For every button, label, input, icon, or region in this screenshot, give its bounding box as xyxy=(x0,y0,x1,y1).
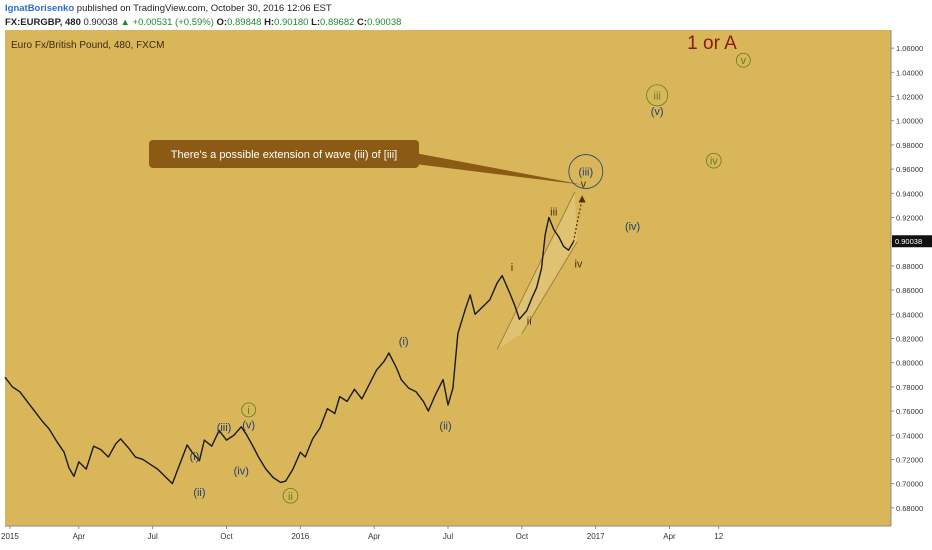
wave-label: v xyxy=(741,55,747,67)
y-tick-label: 0.86000 xyxy=(896,286,923,295)
wave-label: (iv) xyxy=(625,221,640,233)
y-tick-label: 0.92000 xyxy=(896,214,923,223)
trend-channel xyxy=(496,191,578,350)
y-tick-label: 0.72000 xyxy=(896,455,923,464)
wave-label: i xyxy=(247,405,249,417)
projection-path xyxy=(572,195,586,242)
y-tick-label: 0.98000 xyxy=(896,141,923,150)
low-value: 0.89682 xyxy=(320,17,355,28)
wave-label: (iii) xyxy=(217,422,232,434)
wave-label: iv xyxy=(574,258,582,270)
price-series xyxy=(4,216,575,485)
x-tick-label: 2016 xyxy=(291,532,309,541)
wave-label: (ii) xyxy=(193,487,205,499)
y-tick-label: 0.78000 xyxy=(896,383,923,392)
wave-label: ii xyxy=(527,315,532,327)
symbol: FX:EURGBP, 480 xyxy=(5,17,81,28)
y-tick-label: 1.06000 xyxy=(896,44,923,53)
wave-label: (v) xyxy=(242,419,255,431)
x-tick-label: 12 xyxy=(714,532,723,541)
projection-arrow-icon xyxy=(578,195,586,203)
last-price-marker: 0.90038 xyxy=(892,235,932,248)
wave-label-ring xyxy=(705,152,722,169)
last-price-tag xyxy=(892,235,932,248)
y-tick-label: 0.76000 xyxy=(896,407,923,416)
wave-label: (ii) xyxy=(439,421,451,433)
wave-label: i xyxy=(511,262,513,274)
last-price-label: 0.90038 xyxy=(895,237,922,246)
wave-label: iii xyxy=(654,90,661,102)
corner-label: 1 or A xyxy=(687,33,737,54)
wave-label: iv xyxy=(710,156,718,168)
y-tick-label: 0.82000 xyxy=(896,334,923,343)
wave-label: (i) xyxy=(190,451,200,463)
wave-labels: (i)(ii)(iii)(iv)(v)iii(i)(ii)iiiiiiivv(i… xyxy=(190,52,751,504)
price-line xyxy=(4,216,575,485)
annotation-callout[interactable]: There's a possible extension of wave (ii… xyxy=(149,140,584,185)
x-tick-label: Jul xyxy=(148,532,158,541)
up-arrow-icon: ▲ xyxy=(120,17,130,28)
y-tick-label: 1.02000 xyxy=(896,93,923,102)
publish-info: published on TradingView.com, October 30… xyxy=(76,3,332,14)
last-price: 0.90038 xyxy=(83,17,118,28)
close-value: 0.90038 xyxy=(367,17,402,28)
low-label: L: xyxy=(311,17,321,28)
x-tick-label: Apr xyxy=(663,532,676,541)
x-tick-label: 2017 xyxy=(587,532,605,541)
open-label: O: xyxy=(216,17,228,28)
channel-line xyxy=(521,241,578,334)
wave-label-ring xyxy=(282,487,299,504)
publish-line: IgnatBorisenko published on TradingView.… xyxy=(5,3,332,14)
y-tick-label: 0.94000 xyxy=(896,189,923,198)
wave-label: (iv) xyxy=(234,465,249,477)
wave-label: v xyxy=(581,179,587,191)
wave-label: (v) xyxy=(651,106,664,118)
price-chart[interactable]: 1.06000 1.04000 1.02000 1.00000 0.98000 0.960… xyxy=(0,30,932,550)
wave-label-ring xyxy=(735,52,751,68)
x-tick-label: Oct xyxy=(516,532,529,541)
y-tick-label: 0.74000 xyxy=(896,431,923,440)
time-axis: 2015 Apr Jul Oct 2016 Apr Jul Oct 2017 Apr 12 xyxy=(1,526,724,541)
open-value: 0.89848 xyxy=(227,17,262,28)
wave-label-ring xyxy=(568,154,604,189)
close-label: C: xyxy=(357,17,368,28)
high-label: H: xyxy=(264,17,275,28)
channel-fill xyxy=(497,192,578,350)
y-tick-label: 0.84000 xyxy=(896,310,923,319)
x-tick-label: Apr xyxy=(73,532,86,541)
wave-label-ring xyxy=(241,402,257,418)
quote-line: FX:EURGBP, 480 0.90038 ▲ +0.00531 (+0.59… xyxy=(5,17,401,28)
wave-label-ring xyxy=(646,84,669,107)
time-axis-panel xyxy=(0,526,932,550)
price-axis: 1.06000 1.04000 1.02000 1.00000 0.98000 0.960… xyxy=(891,44,923,513)
y-tick-label: 0.88000 xyxy=(896,262,923,271)
x-tick-label: Apr xyxy=(368,532,381,541)
wave-label: ii xyxy=(288,491,293,503)
wave-label: (i) xyxy=(399,336,409,348)
price-change: +0.00531 (+0.59%) xyxy=(132,17,214,28)
callout-box xyxy=(149,140,419,168)
y-tick-label: 0.70000 xyxy=(896,480,923,489)
chart-header: IgnatBorisenko published on TradingView.… xyxy=(0,0,932,30)
callout-pointer xyxy=(415,153,584,185)
wave-label: (iii) xyxy=(578,167,593,179)
y-tick-label: 0.80000 xyxy=(896,359,923,368)
axis-panel xyxy=(891,30,932,550)
y-tick-label: 1.04000 xyxy=(896,68,923,77)
x-tick-label: Oct xyxy=(220,532,233,541)
channel-line xyxy=(496,191,576,350)
high-value: 0.90180 xyxy=(274,17,309,28)
callout-text: There's a possible extension of wave (ii… xyxy=(171,149,397,161)
y-tick-label: 1.00000 xyxy=(896,117,923,126)
y-tick-label: 0.68000 xyxy=(896,504,923,513)
wave-label: iii xyxy=(550,206,557,218)
plot-background xyxy=(5,30,891,526)
x-tick-label: 2015 xyxy=(1,532,19,541)
author-link[interactable]: IgnatBorisenko xyxy=(5,3,75,14)
chart-title: Euro Fx/British Pound, 480, FXCM xyxy=(11,40,164,51)
x-tick-label: Jul xyxy=(443,532,453,541)
y-tick-label: 0.96000 xyxy=(896,165,923,174)
